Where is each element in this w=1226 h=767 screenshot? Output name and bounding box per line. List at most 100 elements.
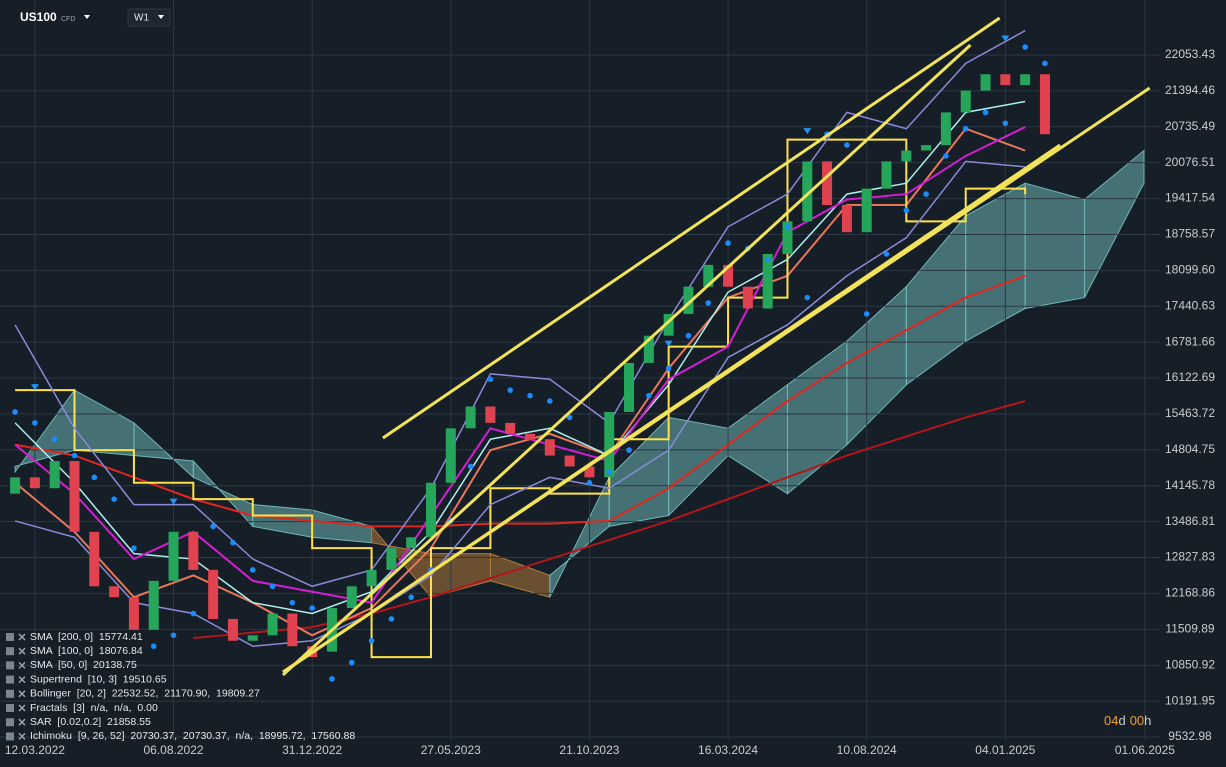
legend-remove[interactable] bbox=[18, 732, 26, 740]
legend-entry: SMA [200, 0] 15774.41 bbox=[30, 631, 143, 643]
y-tick-label: 11509.89 bbox=[1165, 621, 1214, 635]
timeframe-box[interactable] bbox=[127, 8, 171, 27]
sar-dot bbox=[1022, 44, 1028, 50]
sar-dot bbox=[487, 376, 494, 383]
fractal-arrow bbox=[30, 384, 39, 391]
sar-dot bbox=[646, 392, 652, 399]
candle-body bbox=[544, 439, 555, 456]
ichimoku-cloud bbox=[905, 214, 967, 386]
candle-body bbox=[703, 264, 714, 287]
countdown-days: 04 bbox=[1104, 713, 1118, 728]
candle-body bbox=[168, 531, 179, 581]
legend-remove[interactable] bbox=[18, 704, 26, 712]
x-tick-label: 16.03.2024 bbox=[698, 743, 758, 757]
candle-body bbox=[564, 455, 575, 467]
candle-body bbox=[1000, 74, 1011, 86]
countdown: 04d 00h bbox=[1104, 713, 1151, 728]
y-tick-label: 22053.43 bbox=[1165, 47, 1215, 61]
indicator-line bbox=[14, 126, 1026, 604]
candle-body bbox=[1020, 74, 1031, 86]
legend-remove[interactable] bbox=[18, 661, 26, 669]
y-tick-label: 16122.69 bbox=[1165, 370, 1215, 384]
y-tick-label: 9532.98 bbox=[1168, 729, 1212, 743]
candle-body bbox=[425, 482, 436, 538]
candle-body bbox=[267, 613, 278, 636]
legend-remove[interactable] bbox=[18, 690, 26, 698]
y-tick-label: 19417.54 bbox=[1165, 191, 1215, 205]
legend-remove[interactable] bbox=[18, 676, 26, 684]
legend-remove[interactable] bbox=[18, 718, 26, 726]
candle-body bbox=[10, 477, 21, 494]
sar-dot bbox=[210, 523, 216, 530]
sar-dot bbox=[606, 469, 613, 475]
candle-body bbox=[386, 548, 397, 570]
sar-dot bbox=[230, 539, 236, 546]
sar-dot bbox=[804, 294, 811, 301]
countdown-day-unit: d bbox=[1118, 713, 1125, 728]
candle-body bbox=[465, 406, 476, 429]
candle-body bbox=[366, 569, 377, 587]
sar-dot bbox=[329, 676, 335, 682]
y-tick-label: 14145.78 bbox=[1165, 478, 1215, 492]
x-tick-label: 12.03.2022 bbox=[5, 743, 65, 757]
candle-body bbox=[525, 433, 536, 440]
y-tick-label: 12827.83 bbox=[1165, 550, 1215, 564]
legend-entry: Ichimoku [9, 26, 52] 20730.37, 20730.37,… bbox=[30, 730, 355, 742]
candle-body bbox=[822, 161, 833, 205]
legend-remove[interactable] bbox=[18, 647, 26, 655]
fractal-arrow bbox=[1001, 35, 1010, 42]
candle-body bbox=[782, 221, 793, 255]
y-tick-label: 10191.95 bbox=[1165, 693, 1215, 707]
legend-icon bbox=[6, 718, 14, 727]
legend-entry: Supertrend [10, 3] 19510.65 bbox=[30, 673, 167, 685]
sar-dot bbox=[943, 153, 949, 159]
y-tick-label: 20076.51 bbox=[1165, 155, 1215, 169]
sar-dot bbox=[91, 474, 98, 481]
sar-dot bbox=[982, 109, 989, 116]
sar-dot bbox=[249, 567, 256, 573]
x-tick-label: 04.01.2025 bbox=[975, 743, 1035, 757]
candle-body bbox=[584, 466, 595, 478]
countdown-hours: 00 bbox=[1130, 713, 1144, 728]
candle-body bbox=[49, 460, 60, 489]
bollinger-lower bbox=[14, 160, 1026, 647]
sar-dot bbox=[170, 632, 177, 639]
sar-dot bbox=[685, 332, 692, 339]
symbol-dropdown[interactable] bbox=[84, 15, 90, 19]
sar-dot bbox=[12, 409, 18, 415]
sar-dot bbox=[32, 420, 38, 426]
legend-icon bbox=[6, 661, 14, 670]
sar-dot bbox=[131, 545, 137, 551]
x-tick-label: 27.05.2023 bbox=[421, 743, 481, 757]
candle-body bbox=[762, 254, 773, 309]
candle-body bbox=[940, 112, 951, 146]
sar-dot bbox=[923, 191, 929, 197]
indicator-line bbox=[14, 274, 1026, 528]
timeframe[interactable]: W1 bbox=[134, 13, 149, 24]
symbol[interactable]: US100 bbox=[20, 10, 57, 24]
ichimoku-cloud bbox=[549, 477, 610, 598]
candle-body bbox=[683, 286, 694, 314]
indicator-line bbox=[15, 138, 1027, 659]
candle-body bbox=[505, 422, 516, 434]
sar-dot bbox=[764, 256, 771, 263]
sar-dot bbox=[388, 616, 395, 622]
candle-body bbox=[980, 74, 991, 91]
legend-remove[interactable] bbox=[18, 633, 26, 641]
sar-dot bbox=[844, 142, 850, 148]
sar-dot bbox=[705, 300, 712, 306]
sar-dot bbox=[1002, 120, 1009, 127]
sar-dot bbox=[626, 447, 632, 453]
ichimoku-cloud bbox=[74, 389, 135, 457]
candle-body bbox=[1039, 74, 1050, 135]
bollinger-middle bbox=[14, 100, 1026, 615]
candle-body bbox=[604, 411, 615, 478]
timeframe-dropdown[interactable] bbox=[158, 15, 164, 19]
ichimoku-cloud bbox=[786, 340, 848, 495]
candle-body bbox=[208, 569, 219, 619]
candle-body bbox=[29, 477, 40, 489]
candle-body bbox=[624, 362, 635, 412]
candle-body bbox=[723, 264, 734, 287]
ichimoku-cloud bbox=[1084, 149, 1145, 298]
candle-body bbox=[247, 635, 258, 641]
